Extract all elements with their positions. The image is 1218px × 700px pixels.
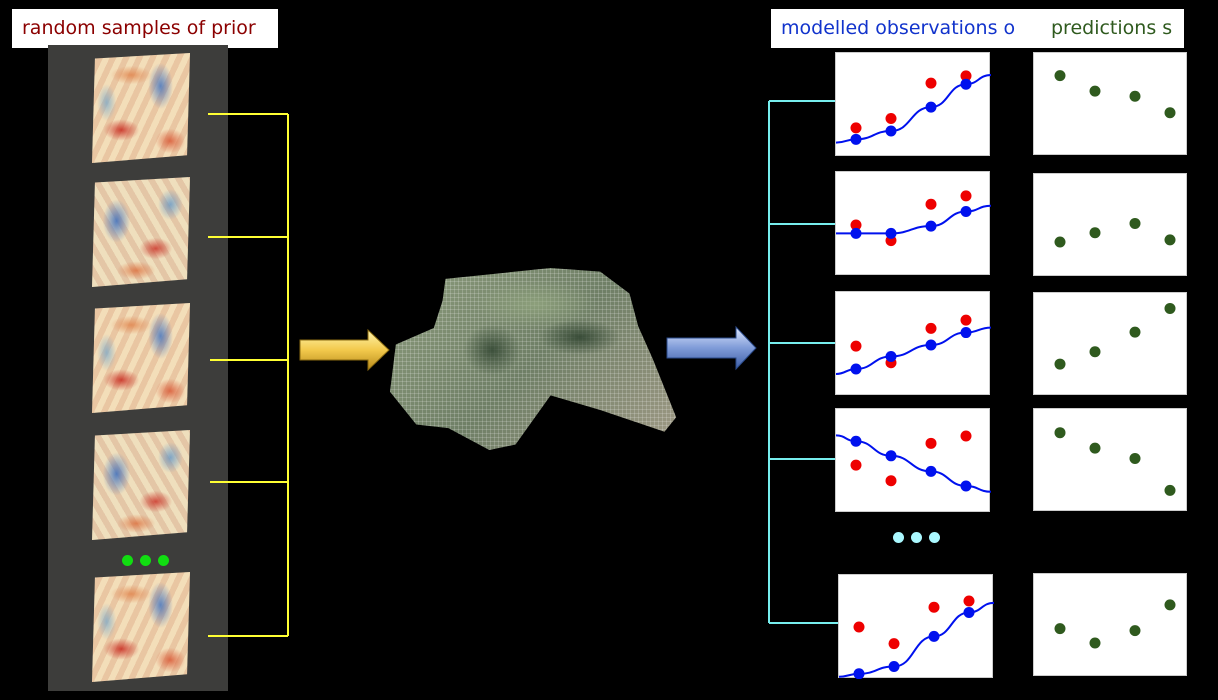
modelled-point: [960, 480, 972, 492]
prediction-point: [1129, 217, 1141, 229]
observed-point: [850, 459, 862, 471]
observed-point: [960, 70, 972, 82]
prior-sample-3: [92, 303, 190, 413]
modelled-point: [850, 435, 862, 447]
prediction-point: [1164, 107, 1176, 119]
modelled-point: [885, 350, 897, 362]
observed-point: [850, 219, 862, 231]
prediction-point: [1089, 85, 1101, 97]
observed-point: [963, 595, 975, 607]
prediction-plot-5: [1033, 573, 1187, 676]
modelled-point: [925, 220, 937, 232]
prediction-point: [1054, 236, 1066, 248]
modelled-point: [960, 206, 972, 218]
prediction-point: [1054, 427, 1066, 439]
prediction-point: [1089, 637, 1101, 649]
prediction-point: [1054, 358, 1066, 370]
observation-plot-4: [835, 408, 991, 512]
observed-point: [925, 198, 937, 210]
prediction-point: [1164, 599, 1176, 611]
modelled-point: [960, 78, 972, 90]
observed-point: [850, 340, 862, 352]
modelled-point: [885, 227, 897, 239]
sample-connectors: [208, 113, 289, 637]
observed-point: [960, 430, 972, 442]
modelled-point: [850, 133, 862, 145]
prediction-plot-3: [1033, 292, 1187, 395]
prediction-plot-1: [1033, 52, 1187, 155]
modelled-point: [853, 668, 865, 679]
observed-point: [928, 601, 940, 613]
observed-point: [885, 475, 897, 487]
prediction-plot-2: [1033, 173, 1187, 276]
observed-point: [850, 122, 862, 134]
prediction-point: [1089, 227, 1101, 239]
prior-sample-1: [92, 53, 190, 163]
modelled-point: [850, 363, 862, 375]
observation-plot-3: [835, 291, 991, 395]
observed-point: [925, 437, 937, 449]
modelled-point: [888, 661, 900, 673]
prediction-point: [1164, 234, 1176, 246]
observation-connectors: [768, 100, 838, 624]
modelled-point: [925, 101, 937, 113]
observed-point: [960, 314, 972, 326]
observed-point: [888, 638, 900, 650]
prediction-point: [1129, 625, 1141, 637]
arrow-right-icon: [299, 328, 390, 372]
arrow-right-icon: [666, 325, 757, 371]
observation-plot-2: [835, 171, 991, 275]
prior-samples-title: random samples of prior: [12, 9, 278, 48]
predictions-title: predictions s: [1041, 9, 1184, 48]
prior-sample-5: [92, 572, 190, 682]
modelled-point: [928, 630, 940, 642]
prediction-point: [1129, 452, 1141, 464]
prediction-point: [1089, 442, 1101, 454]
prediction-point: [1054, 623, 1066, 635]
observed-point: [885, 113, 897, 125]
observation-plot-5: [838, 574, 994, 679]
prior-sample-2: [92, 177, 190, 287]
modelled-point: [925, 339, 937, 351]
observed-point: [853, 621, 865, 633]
observation-plot-1: [835, 52, 991, 156]
prior-sample-4: [92, 430, 190, 540]
modelled-point: [850, 227, 862, 239]
prediction-point: [1129, 90, 1141, 102]
modelled-point: [960, 327, 972, 339]
modelled-observations-title: modelled observations o: [771, 9, 1041, 48]
modelled-point: [885, 450, 897, 462]
modelled-point: [925, 465, 937, 477]
prediction-plot-4: [1033, 408, 1187, 511]
observed-point: [960, 190, 972, 202]
observed-point: [925, 322, 937, 334]
observed-point: [925, 77, 937, 89]
prediction-point: [1054, 70, 1066, 82]
prediction-point: [1164, 302, 1176, 314]
prediction-point: [1129, 326, 1141, 338]
prediction-point: [1089, 346, 1101, 358]
modelled-point: [963, 606, 975, 618]
modelled-point: [885, 125, 897, 137]
prediction-point: [1164, 484, 1176, 496]
